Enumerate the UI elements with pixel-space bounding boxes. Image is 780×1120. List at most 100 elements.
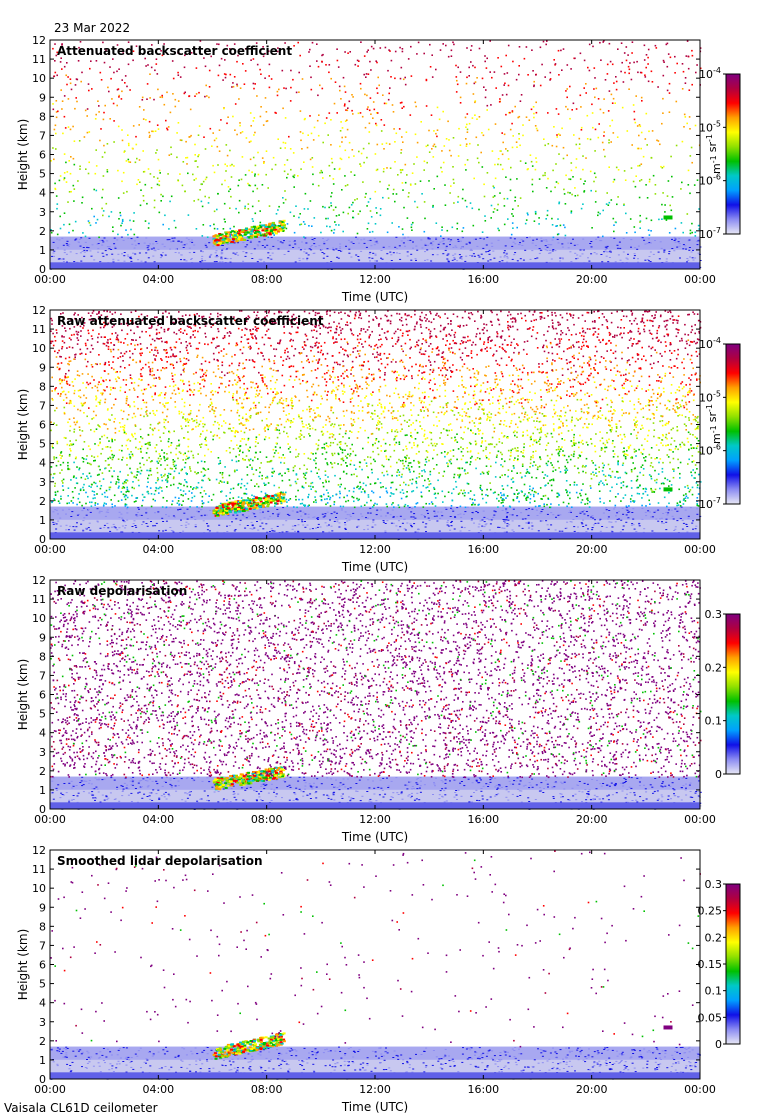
colorbar-label: m-1sr-1 [705, 134, 723, 174]
colorbar-tick-label: 0.25 [698, 905, 723, 918]
colorbar-tick-label: 0.05 [698, 1011, 723, 1024]
y-tick-label: 7 [39, 669, 46, 682]
y-tick-label: 2 [39, 225, 46, 238]
y-tick-label: 6 [39, 689, 46, 702]
colorbar-gradient [725, 883, 741, 1045]
aerosol-layer [212, 1032, 286, 1060]
x-tick-label: 16:00 [467, 543, 499, 556]
y-tick-label: 8 [39, 920, 46, 933]
y-tick-label: 5 [39, 438, 46, 451]
colorbar-tick-label: 10-6 [699, 173, 721, 188]
x-tick-label: 20:00 [576, 543, 608, 556]
y-tick-label: 3 [39, 476, 46, 489]
y-tick-label: 4 [39, 727, 46, 740]
plot-area [50, 850, 700, 1079]
y-tick-label: 11 [32, 323, 46, 336]
y-tick-label: 0 [39, 533, 46, 546]
colorbar-tick-label: 10-7 [699, 226, 721, 241]
y-tick-label: 0 [39, 263, 46, 276]
x-tick-label: 12:00 [359, 273, 391, 286]
y-tick-label: 6 [39, 959, 46, 972]
y-tick-label: 2 [39, 495, 46, 508]
y-tick-label: 11 [32, 863, 46, 876]
x-tick-label: 16:00 [467, 1083, 499, 1096]
x-tick-label: 04:00 [142, 813, 174, 826]
y-tick-label: 2 [39, 1035, 46, 1048]
y-tick-label: 12 [32, 304, 46, 317]
boundary-layer [50, 236, 702, 270]
colorbar-tick-label: 10-6 [699, 443, 721, 458]
small-cloud [663, 215, 673, 220]
x-tick-label: 00:00 [684, 543, 716, 556]
x-tick-label: 08:00 [251, 813, 283, 826]
x-tick-label: 12:00 [359, 813, 391, 826]
panel-title: Raw depolarisation [57, 584, 187, 598]
y-axis-label: Height (km) [16, 659, 30, 730]
y-tick-label: 6 [39, 149, 46, 162]
colorbar-tick-label: 0.15 [698, 958, 723, 971]
y-tick-label: 9 [39, 91, 46, 104]
colorbar-tick-label: 0.1 [705, 715, 723, 728]
x-tick-label: 04:00 [142, 273, 174, 286]
x-tick-label: 00:00 [684, 273, 716, 286]
plot-area [50, 310, 700, 539]
small-cloud [663, 1025, 673, 1030]
x-tick-label: 00:00 [684, 1083, 716, 1096]
x-tick-label: 08:00 [251, 543, 283, 556]
x-tick-label: 04:00 [142, 1083, 174, 1096]
colorbar-tick-label: 10-5 [699, 119, 721, 134]
panel-title: Raw attenuated backscatter coefficient [57, 314, 324, 328]
x-tick-label: 20:00 [576, 1083, 608, 1096]
y-tick-label: 12 [32, 34, 46, 47]
x-tick-label: 08:00 [251, 1083, 283, 1096]
noise-speckle [50, 850, 701, 1048]
panel-title: Attenuated backscatter coefficient [57, 44, 292, 58]
y-tick-label: 1 [39, 1054, 46, 1067]
panel-title: Smoothed lidar depolarisation [57, 854, 263, 868]
y-tick-label: 0 [39, 1073, 46, 1086]
y-tick-label: 7 [39, 129, 46, 142]
colorbar-tick-label: 0.3 [705, 878, 723, 891]
small-cloud [663, 487, 673, 492]
y-tick-label: 7 [39, 399, 46, 412]
colorbar-tick-label: 10-4 [699, 66, 721, 81]
y-tick-label: 3 [39, 206, 46, 219]
y-axis-label: Height (km) [16, 389, 30, 460]
y-axis-label: Height (km) [16, 119, 30, 190]
y-tick-label: 8 [39, 650, 46, 663]
x-tick-label: 20:00 [576, 813, 608, 826]
colorbar-tick-label: 0.2 [705, 931, 723, 944]
y-tick-label: 10 [32, 882, 46, 895]
x-tick-label: 20:00 [576, 273, 608, 286]
y-tick-label: 1 [39, 244, 46, 257]
y-tick-label: 3 [39, 746, 46, 759]
colorbar: 10-4 10-5 10-6 10-7 m-1sr-1 [699, 66, 741, 241]
x-axis-label: Time (UTC) [341, 560, 408, 574]
y-tick-label: 11 [32, 593, 46, 606]
y-tick-label: 6 [39, 419, 46, 432]
boundary-layer [50, 1046, 701, 1080]
y-tick-label: 5 [39, 168, 46, 181]
x-tick-label: 00:00 [34, 543, 66, 556]
y-tick-label: 2 [39, 765, 46, 778]
colorbar-tick-label: 0.2 [705, 661, 723, 674]
x-tick-label: 12:00 [359, 1083, 391, 1096]
y-tick-label: 10 [32, 612, 46, 625]
colorbar-tick-label: 0 [715, 1038, 722, 1051]
colorbar-gradient [725, 613, 741, 775]
x-tick-label: 16:00 [467, 273, 499, 286]
y-tick-label: 0 [39, 803, 46, 816]
noise-speckle [50, 40, 702, 239]
y-tick-label: 11 [32, 53, 46, 66]
y-tick-label: 10 [32, 342, 46, 355]
x-tick-label: 16:00 [467, 813, 499, 826]
date-label: 23 Mar 2022 [54, 21, 131, 35]
x-tick-label: 08:00 [251, 273, 283, 286]
x-tick-label: 04:00 [142, 543, 174, 556]
y-tick-label: 7 [39, 939, 46, 952]
